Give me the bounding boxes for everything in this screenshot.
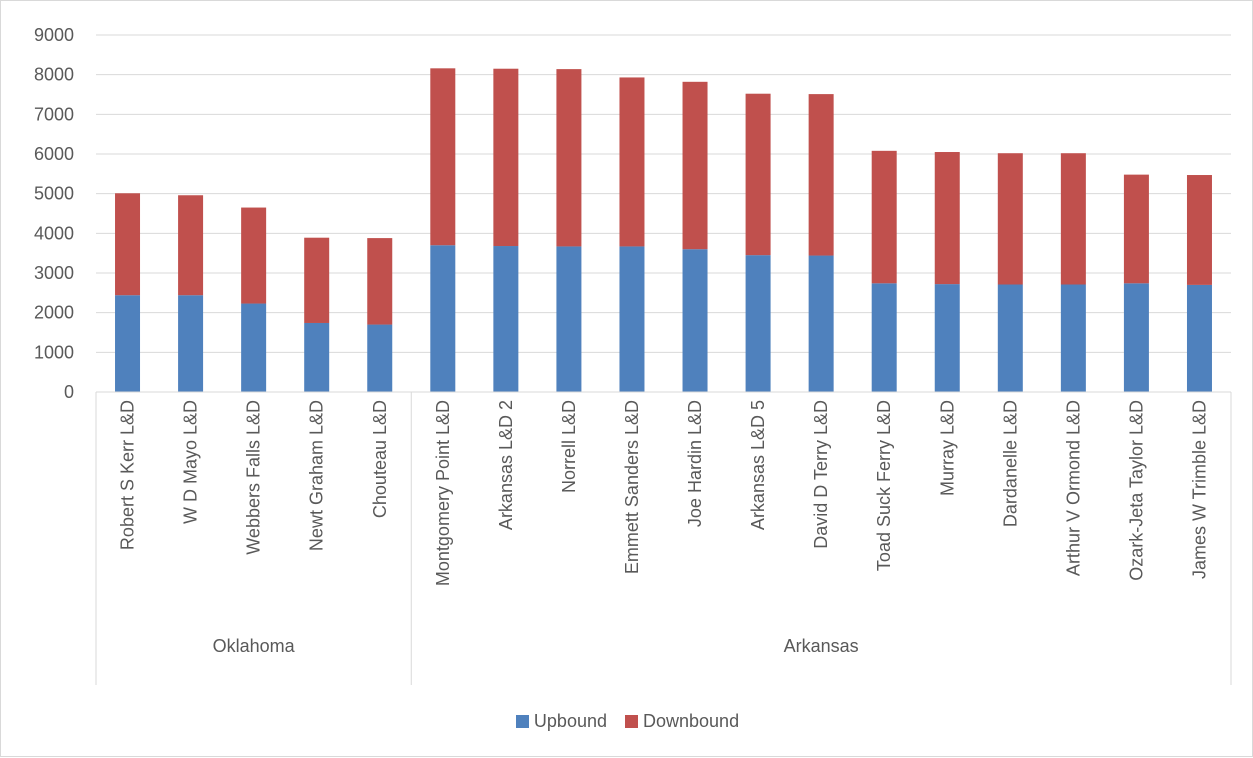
axes: 0 1000 2000 3000 4000 5000 6000 7000 8000 9000 Rob… xyxy=(34,25,1232,685)
x-tick-label: Montgomery Point L&D xyxy=(433,400,453,586)
y-tick-label: 3000 xyxy=(34,263,74,283)
x-tick-label: Chouteau L&D xyxy=(370,400,390,518)
bar-downbound-emmett-sanders-l-d xyxy=(619,77,645,247)
y-tick-label: 7000 xyxy=(34,104,74,124)
bar-downbound-arkansas-l-d-5 xyxy=(745,93,771,256)
legend-label-downbound: Downbound xyxy=(643,710,740,731)
x-tick-label: Murray L&D xyxy=(937,400,957,496)
x-tick-label: Ozark-Jeta Taylor L&D xyxy=(1126,400,1146,581)
bar-downbound-chouteau-l-d xyxy=(367,238,393,325)
legend-item-downbound: Downbound xyxy=(625,711,739,732)
y-tick-label: 2000 xyxy=(34,303,74,323)
bar-upbound-w-d-mayo-l-d xyxy=(178,295,204,392)
y-tick-label: 6000 xyxy=(34,144,74,164)
x-tick-label: Arkansas L&D 2 xyxy=(496,400,516,530)
bar-downbound-w-d-mayo-l-d xyxy=(178,195,204,296)
bar-upbound-newt-graham-l-d xyxy=(304,322,330,392)
bar-upbound-toad-suck-ferry-l-d xyxy=(871,283,897,392)
x-tick-label: Newt Graham L&D xyxy=(307,400,327,551)
bar-upbound-webbers-falls-l-d xyxy=(241,303,267,392)
bars xyxy=(115,68,1212,392)
x-tick-label: James W Trimble L&D xyxy=(1189,400,1209,579)
bar-upbound-james-w-trimble-l-d xyxy=(1186,284,1212,392)
bar-downbound-james-w-trimble-l-d xyxy=(1186,175,1212,285)
bar-upbound-arkansas-l-d-5 xyxy=(745,255,771,392)
y-tick-label: 8000 xyxy=(34,65,74,85)
bar-downbound-arkansas-l-d-2 xyxy=(493,68,519,247)
legend: Upbound Downbound xyxy=(1,709,1253,733)
y-tick-label: 0 xyxy=(64,382,74,402)
bar-downbound-ozark-jeta-taylor-l-d xyxy=(1123,174,1149,284)
bar-upbound-david-d-terry-l-d xyxy=(808,255,834,392)
x-tick-label: Arkansas L&D 5 xyxy=(748,400,768,530)
x-tick-label: Robert S Kerr L&D xyxy=(118,400,138,550)
x-tick-label: Toad Suck Ferry L&D xyxy=(874,400,894,571)
bar-downbound-webbers-falls-l-d xyxy=(241,207,267,304)
x-tick-label: Joe Hardin L&D xyxy=(685,400,705,527)
y-tick-label: 4000 xyxy=(34,223,74,243)
group-label-oklahoma: Oklahoma xyxy=(213,636,296,656)
legend-swatch-downbound xyxy=(625,714,638,728)
bar-upbound-ozark-jeta-taylor-l-d xyxy=(1123,283,1149,392)
bar-downbound-montgomery-point-l-d xyxy=(430,68,456,246)
bar-downbound-robert-s-kerr-l-d xyxy=(115,193,141,296)
bar-upbound-dardanelle-l-d xyxy=(997,284,1023,392)
bar-upbound-chouteau-l-d xyxy=(367,324,393,392)
x-tick-label: Webbers Falls L&D xyxy=(244,400,264,555)
bar-downbound-murray-l-d xyxy=(934,152,960,285)
bar-upbound-montgomery-point-l-d xyxy=(430,245,456,392)
x-tick-label: W D Mayo L&D xyxy=(181,400,201,524)
legend-swatch-upbound xyxy=(515,714,529,728)
y-tick-label: 5000 xyxy=(34,184,74,204)
group-label-arkansas: Arkansas xyxy=(784,636,859,656)
x-tick-label: David D Terry L&D xyxy=(811,400,831,549)
y-tick-label: 1000 xyxy=(34,342,74,362)
bar-downbound-norrell-l-d xyxy=(556,69,582,247)
bar-upbound-arkansas-l-d-2 xyxy=(493,246,519,392)
bar-downbound-david-d-terry-l-d xyxy=(808,94,834,256)
bar-upbound-joe-hardin-l-d xyxy=(682,249,708,392)
bar-upbound-norrell-l-d xyxy=(556,246,582,392)
x-tick-label: Arthur V Ormond L&D xyxy=(1063,400,1083,576)
bar-downbound-dardanelle-l-d xyxy=(997,153,1023,285)
bar-upbound-arthur-v-ormond-l-d xyxy=(1060,284,1086,392)
x-tick-label: Norrell L&D xyxy=(559,400,579,493)
bar-downbound-toad-suck-ferry-l-d xyxy=(871,150,897,284)
x-tick-label: Dardanelle L&D xyxy=(1000,400,1020,527)
legend-label-upbound: Upbound xyxy=(533,710,607,731)
bar-upbound-emmett-sanders-l-d xyxy=(619,246,645,392)
y-tick-label: 9000 xyxy=(34,25,74,45)
bar-downbound-arthur-v-ormond-l-d xyxy=(1060,153,1086,285)
gridlines xyxy=(96,34,1231,353)
bar-upbound-murray-l-d xyxy=(934,284,960,392)
bar-downbound-newt-graham-l-d xyxy=(304,237,330,323)
bar-downbound-joe-hardin-l-d xyxy=(682,81,708,250)
x-tick-label: Emmett Sanders L&D xyxy=(622,400,642,574)
legend-item-upbound: Upbound xyxy=(515,710,607,732)
bar-upbound-robert-s-kerr-l-d xyxy=(115,295,141,392)
